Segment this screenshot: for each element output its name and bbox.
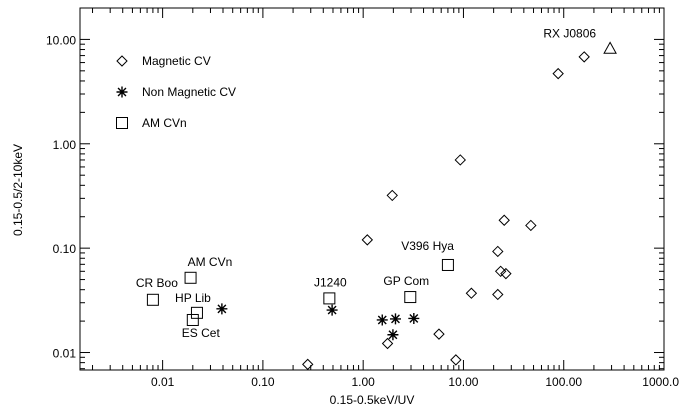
point-annotation: RX J0806: [543, 26, 596, 40]
plot-frame: [79, 7, 665, 371]
legend-label: Magnetic CV: [142, 54, 211, 68]
diamond-data-point: [454, 154, 466, 166]
point-annotation: CR Boo: [136, 276, 178, 290]
legend-label: Non Magnetic CV: [142, 85, 236, 99]
asterisk-data-point: [376, 314, 388, 326]
diamond-data-point: [381, 337, 394, 350]
diamond-data-point: [433, 328, 445, 340]
square-data-point: [184, 271, 197, 284]
y-axis-label: 0.15-0.5/2-10keV: [11, 144, 25, 236]
square-data-point: [186, 313, 199, 326]
square-data-point: [441, 258, 454, 271]
legend-label: AM CVn: [142, 116, 187, 130]
diamond-data-point: [492, 245, 504, 258]
diamond-data-point: [552, 67, 564, 80]
x-tick-label: 10.00: [448, 375, 478, 389]
asterisk-data-point: [389, 313, 401, 325]
point-annotation: J1240: [314, 275, 347, 289]
y-tick-label: 0.10: [53, 242, 77, 256]
diamond-data-point: [492, 288, 504, 301]
diamond-data-point: [450, 354, 462, 366]
point-annotation: HP Lib: [175, 291, 211, 305]
x-tick-label: 0.01: [151, 375, 175, 389]
diamond-data-point: [500, 267, 512, 280]
diamond-data-point: [465, 287, 478, 299]
point-annotation: V396 Hya: [401, 239, 454, 253]
square-data-point: [323, 292, 336, 305]
y-tick-label: 0.01: [53, 347, 77, 361]
legend-square-marker: [116, 117, 128, 129]
square-data-point: [404, 291, 417, 304]
x-tick-label: 0.10: [251, 375, 275, 389]
diamond-data-point: [386, 189, 398, 202]
plot-border: [79, 7, 665, 371]
point-annotation: ES Cet: [182, 326, 221, 340]
x-tick-label: 1.00: [351, 375, 375, 389]
asterisk-data-point: [326, 304, 338, 316]
legend: Magnetic CV Non Magnetic CV AM CVn: [116, 54, 236, 130]
x-axis: 0.01 0.10 1.00 10.00 100.00 1000.00: [92, 8, 679, 389]
asterisk-data-point: [408, 312, 420, 324]
diamond-data-point: [494, 265, 507, 278]
point-annotation: GP Com: [383, 274, 429, 288]
asterisk-data-point: [216, 303, 228, 315]
x-tick-label: 100.00: [545, 375, 582, 389]
y-tick-label: 10.00: [46, 33, 76, 47]
y-tick-label: 1.00: [53, 138, 77, 152]
diamond-data-point: [525, 219, 537, 232]
x-axis-label: 0.15-0.5keV/UV: [330, 393, 415, 407]
legend-asterisk-marker: [116, 86, 128, 98]
data-points: [146, 41, 617, 371]
diamond-data-point: [302, 358, 314, 371]
diamond-data-point: [498, 214, 510, 226]
x-tick-label: 1000.00: [642, 375, 679, 389]
diamond-data-point: [578, 51, 590, 63]
square-data-point: [146, 293, 159, 306]
diamond-data-point: [361, 234, 374, 246]
y-axis: 0.01 0.10 1.00 10.00: [46, 7, 664, 370]
point-annotation: AM CVn: [188, 255, 233, 269]
asterisk-data-point: [387, 329, 399, 341]
legend-diamond-marker: [116, 55, 128, 67]
square-data-point: [190, 306, 203, 319]
triangle-data-point: [603, 41, 617, 54]
